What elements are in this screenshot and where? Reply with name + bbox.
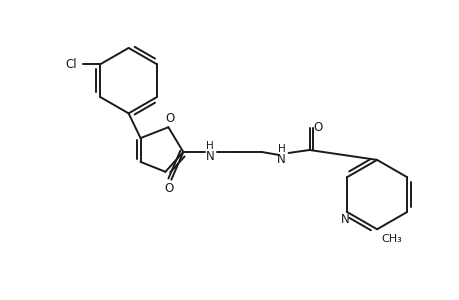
Text: Cl: Cl — [66, 58, 77, 71]
Text: O: O — [165, 112, 174, 125]
Text: O: O — [313, 121, 322, 134]
Text: H: H — [206, 141, 213, 151]
Text: H: H — [277, 144, 285, 154]
Text: O: O — [164, 182, 174, 195]
Text: N: N — [340, 213, 348, 226]
Text: N: N — [205, 150, 214, 164]
Text: N: N — [277, 153, 285, 167]
Text: CH₃: CH₃ — [380, 234, 401, 244]
